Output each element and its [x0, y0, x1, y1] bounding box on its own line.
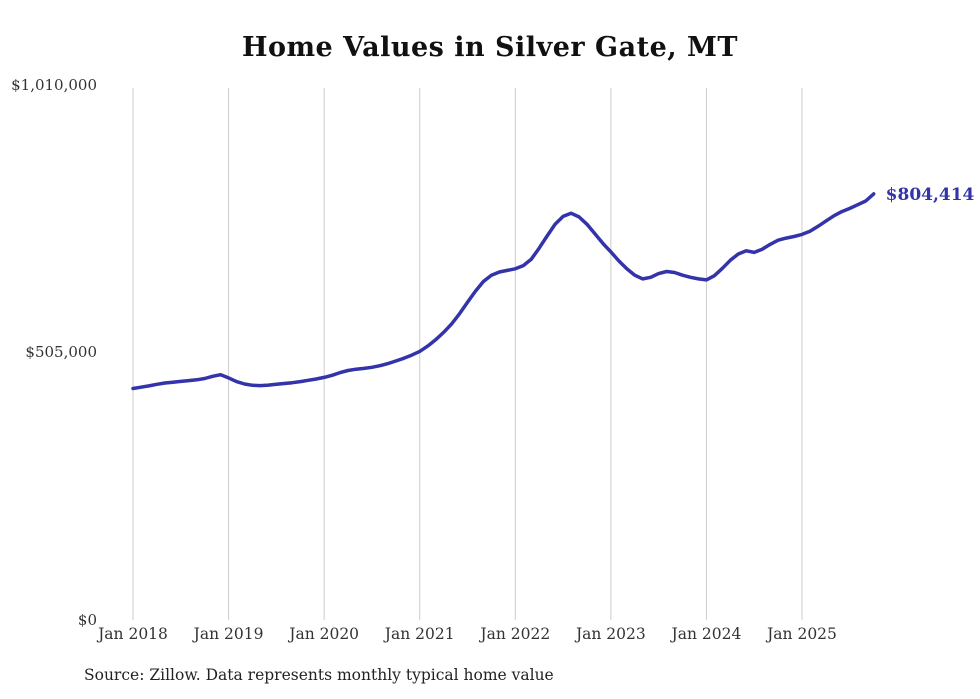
- y-axis-label-middle: $505,000: [25, 343, 97, 361]
- end-value-label: $804,414: [885, 184, 975, 205]
- y-axis-label-zero: $0: [77, 611, 97, 629]
- chart-title: Home Values in Silver Gate, MT: [241, 32, 739, 63]
- source-note: Source: Zillow. Data represents monthly …: [84, 666, 554, 684]
- y-axis-label-top: $1,010,000: [11, 76, 97, 94]
- home-value-line: [131, 192, 876, 391]
